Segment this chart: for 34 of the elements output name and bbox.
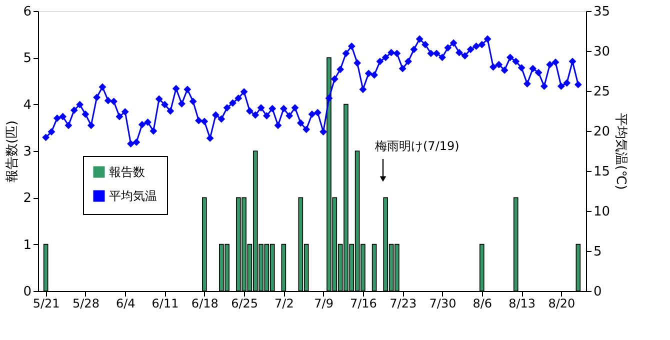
x-tick-label: 8/6	[472, 296, 492, 310]
x-tick-label: 8/13	[508, 296, 536, 310]
annotation: 梅雨明け(7/19)	[374, 139, 460, 153]
x-tick-label: 7/23	[390, 296, 417, 310]
y-tick-label: 2	[23, 191, 32, 206]
x-tick-label: 7/30	[429, 296, 456, 310]
y-axis-title: 報告数(匹)	[5, 120, 20, 183]
x-tick-label: 5/21	[32, 296, 60, 310]
y-tick-label: 4	[23, 98, 32, 113]
x-tick-label: 8/20	[548, 296, 576, 310]
y-tick-label: 0	[23, 284, 32, 300]
x-tick-label: 7/16	[350, 296, 377, 310]
y-tick-label: 1	[23, 238, 32, 253]
legend-label: 平均気温	[109, 189, 157, 203]
legend-label: 報告数	[109, 165, 145, 179]
y-tick-label: 6	[23, 4, 32, 20]
y2-tick-label: 30	[594, 44, 610, 60]
x-tick-label: 7/2	[274, 296, 294, 310]
y2-tick-label: 20	[594, 124, 610, 140]
y2-tick-label: 5	[594, 244, 602, 260]
x-tick-label: 6/18	[191, 296, 218, 310]
x-tick-label: 6/25	[231, 296, 258, 310]
y2-tick-label: 10	[594, 204, 610, 220]
y-tick-label: 5	[23, 51, 32, 66]
x-tick-label: 7/9	[314, 296, 334, 310]
y2-axis-title: 平均気温(℃)	[613, 113, 628, 190]
y-tick-label: 3	[23, 144, 32, 160]
y2-tick-label: 35	[594, 4, 610, 20]
x-tick-label: 6/4	[116, 296, 136, 310]
y2-tick-label: 15	[594, 164, 610, 180]
x-tick-label: 5/28	[72, 296, 100, 310]
y2-tick-label: 0	[594, 284, 602, 300]
x-tick-label: 6/11	[152, 296, 179, 310]
y2-tick-label: 25	[594, 84, 610, 100]
